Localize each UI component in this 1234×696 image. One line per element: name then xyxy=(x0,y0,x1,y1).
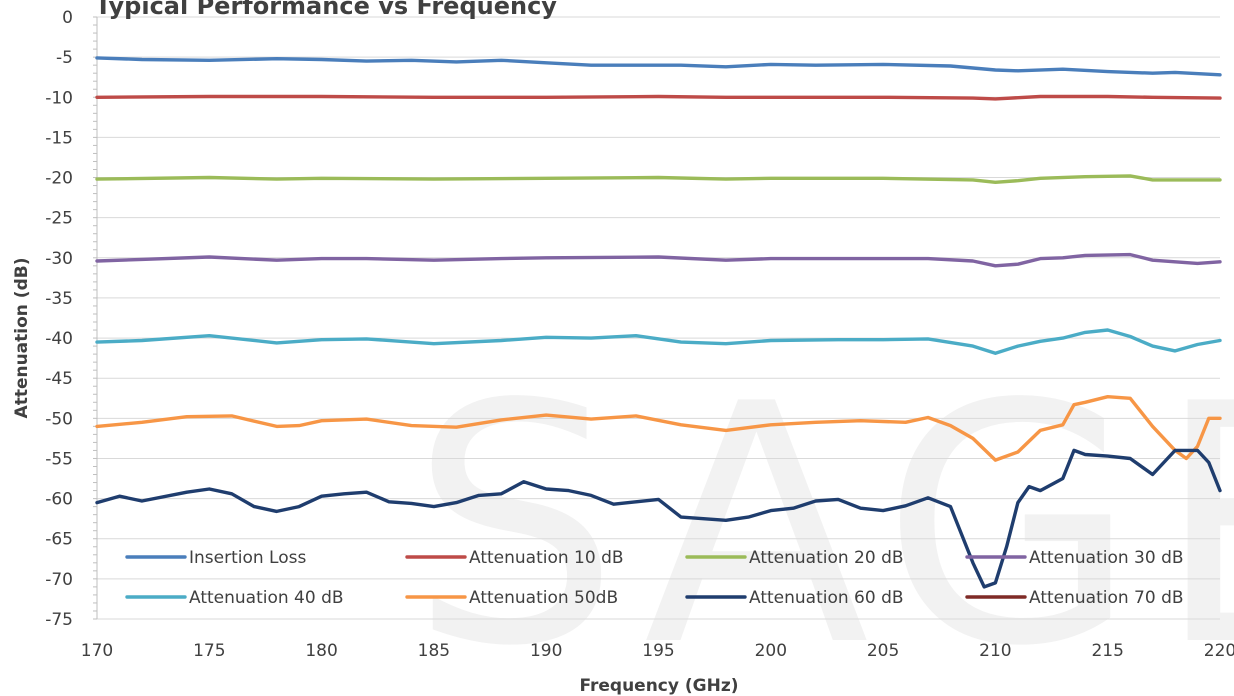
x-tick-label: 175 xyxy=(193,641,225,661)
x-tick-label: 190 xyxy=(530,641,562,661)
y-tick-label: -65 xyxy=(45,530,73,550)
y-tick-label: -45 xyxy=(45,369,73,389)
watermark-text: SAGE xyxy=(410,334,1234,696)
legend-label: Insertion Loss xyxy=(189,548,306,568)
series-line-3 xyxy=(95,174,1222,184)
y-tick-label: -70 xyxy=(45,570,73,590)
y-tick-labels: 0 -5 -10 -15 -20 -25 -30 -35 -40 -45 -50 -55 -60 -65 -… xyxy=(45,8,73,630)
x-tick-label: 170 xyxy=(81,641,113,661)
y-tick-label: -60 xyxy=(45,490,73,510)
y-tick-label: -30 xyxy=(45,249,73,269)
series-lines xyxy=(95,56,1222,589)
y-tick-label: 0 xyxy=(62,8,73,28)
legend-label: Attenuation 60 dB xyxy=(749,588,904,608)
y-tick-label: -40 xyxy=(45,329,73,349)
series-line-4 xyxy=(95,252,1222,268)
legend-label: Attenuation 10 dB xyxy=(469,548,624,568)
chart-title: Typical Performance vs Frequency xyxy=(95,0,557,20)
x-tick-label: 195 xyxy=(642,641,674,661)
legend: Insertion Loss Attenuation 10 dB Attenuati… xyxy=(125,548,1184,608)
y-tick-label: -25 xyxy=(45,209,73,229)
y-tick-label: -10 xyxy=(45,88,73,108)
y-tick-label: -50 xyxy=(45,409,73,429)
legend-label: Attenuation 20 dB xyxy=(749,548,904,568)
y-tick-label: -55 xyxy=(45,449,73,469)
y-axis-title: Attenuation (dB) xyxy=(12,258,32,419)
x-axis-title: Frequency (GHz) xyxy=(579,676,738,696)
watermark: SAGE xyxy=(410,334,1234,696)
x-tick-label: 200 xyxy=(755,641,787,661)
y-tick-label: -20 xyxy=(45,169,73,189)
y-tick-label: -15 xyxy=(45,128,73,148)
x-tick-label: 220 xyxy=(1204,641,1234,661)
x-tick-label: 185 xyxy=(418,641,450,661)
y-tick-label: -35 xyxy=(45,289,73,309)
y-tick-label: -75 xyxy=(45,610,73,630)
series-line-6 xyxy=(95,395,1222,462)
legend-label: Attenuation 50dB xyxy=(469,588,618,608)
legend-label: Attenuation 40 dB xyxy=(189,588,344,608)
x-tick-label: 210 xyxy=(979,641,1011,661)
legend-label: Attenuation 30 dB xyxy=(1029,548,1184,568)
series-line-1 xyxy=(95,56,1222,77)
legend-label: Attenuation 70 dB xyxy=(1029,588,1184,608)
series-line-7 xyxy=(95,448,1222,589)
x-tick-labels: 170 175 180 185 190 195 200 205 210 215 220 xyxy=(81,641,1234,661)
series-line-5 xyxy=(95,328,1222,355)
y-tick-label: -5 xyxy=(56,48,73,68)
x-tick-label: 180 xyxy=(305,641,337,661)
series-line-2 xyxy=(95,94,1222,101)
x-tick-label: 215 xyxy=(1091,641,1123,661)
x-tick-label: 205 xyxy=(867,641,899,661)
